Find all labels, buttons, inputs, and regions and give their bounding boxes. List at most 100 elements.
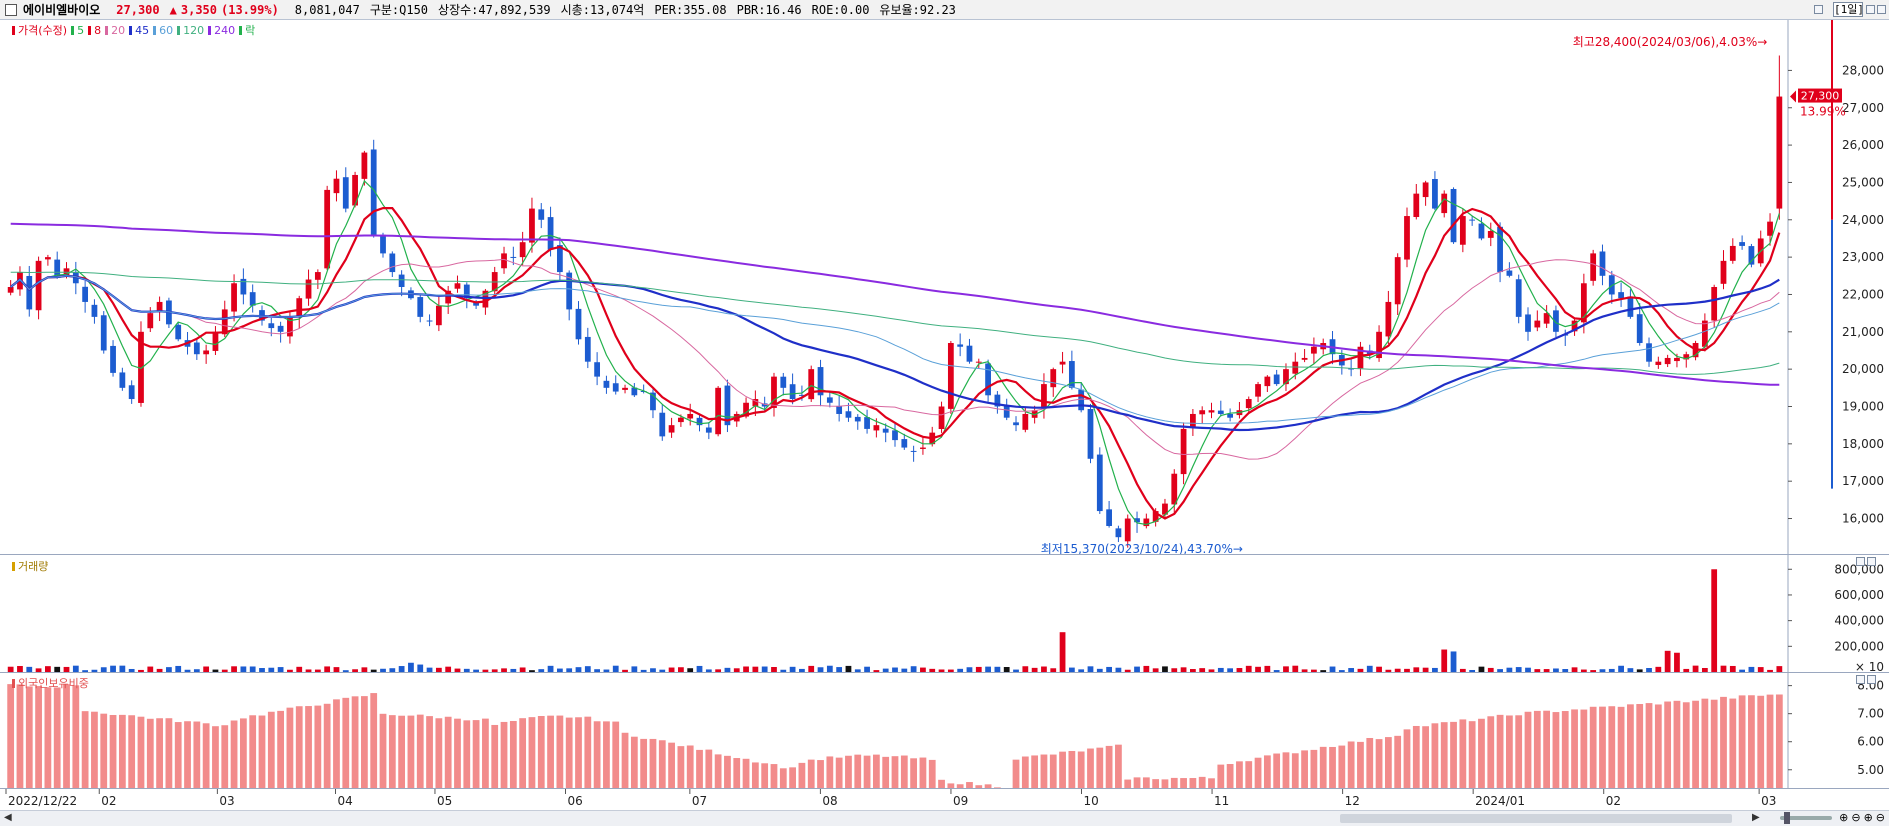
volume-bar (854, 669, 861, 672)
candle-body (1208, 410, 1215, 413)
volume-bar (826, 665, 833, 672)
candle-body (1497, 226, 1503, 273)
foreign-panel-min-icon[interactable] (1856, 675, 1865, 684)
candle-body (1646, 343, 1652, 362)
volume-bar (361, 667, 368, 672)
volume-bar (380, 668, 386, 672)
candle-body (370, 149, 377, 235)
volume-bar (26, 666, 33, 672)
foreign-bar (221, 725, 229, 788)
zoom-out-icon[interactable]: ⊖ (1851, 811, 1861, 824)
candle-body (1003, 404, 1010, 418)
volume-bar (724, 667, 731, 672)
zoom-reset-icon[interactable]: ⊕ (1863, 811, 1873, 824)
volume-bar (1729, 665, 1736, 672)
horizontal-scrollbar[interactable]: ◀ ▶ ⊕ ⊖ ⊕ ⊖ (0, 810, 1889, 826)
volume-bar (1106, 666, 1112, 672)
candle-body (547, 217, 554, 250)
panel-close-icon[interactable] (1877, 5, 1886, 14)
candle-body (417, 297, 424, 317)
volume-panel-close-icon[interactable] (1867, 557, 1876, 566)
x-tick-label: 2022/12/22 (8, 794, 77, 808)
foreign-bar (1710, 699, 1718, 788)
volume-bar (1152, 668, 1159, 672)
volume-bar (1134, 666, 1140, 672)
foreign-bar (25, 686, 33, 788)
volume-bar (166, 667, 172, 672)
period-button[interactable]: [1일] (1833, 2, 1864, 17)
panel-restore-icon[interactable] (1814, 5, 1823, 14)
candle-body (789, 384, 796, 400)
volume-bar (678, 667, 684, 672)
candle-body (1404, 216, 1410, 260)
legend-ma45: 45 (135, 23, 150, 37)
x-axis-labels: 2022/12/22 02 03 04 05 06 07 08 09 10 11 12 2024/01 0… (5, 789, 1776, 808)
foreign-bar (584, 716, 592, 788)
stock-name[interactable]: 에이비엘바이오 (23, 3, 101, 17)
volume-bar (705, 669, 712, 672)
foreign-bar (1654, 704, 1662, 788)
foreign-bar (1273, 753, 1281, 788)
chart-area[interactable]: 최고28,400(2024/03/06),4.03%→ 최저15,370(2023… (0, 0, 1889, 788)
candle-body (1199, 410, 1206, 415)
candle-body (1041, 384, 1047, 409)
candle-body (1664, 357, 1671, 365)
volume-bar (1441, 649, 1448, 672)
price-tick-label: 24,000 (1842, 213, 1884, 227)
foreign-bar (1412, 725, 1420, 788)
x-tick-label: 05 (437, 794, 452, 808)
volume-bar (175, 665, 182, 672)
ma8-line (10, 207, 1781, 520)
volume-bar (1580, 669, 1587, 672)
volume-bar (799, 668, 805, 672)
foreign-panel-close-icon[interactable] (1867, 675, 1876, 684)
candle-body (1394, 257, 1401, 305)
zoom-slider[interactable] (1780, 811, 1833, 824)
volume-bar (594, 669, 601, 672)
volume-bar (1348, 668, 1355, 672)
foreign-bar (1729, 698, 1737, 788)
volume-bar (1171, 668, 1178, 672)
candle-body (1087, 409, 1094, 459)
candle-body (1059, 361, 1066, 365)
volume-bar (296, 666, 303, 672)
foreign-bar (500, 721, 508, 788)
foreign-bar (81, 711, 89, 788)
candle-body (947, 343, 954, 409)
volume-bar (426, 667, 433, 672)
foreign-bar (258, 715, 266, 788)
candle-body (1143, 518, 1150, 527)
panel-min-icon[interactable] (1866, 5, 1875, 14)
foreign-bar (603, 721, 610, 788)
zoom-fit-icon[interactable]: ⊖ (1875, 811, 1885, 824)
candle-body (1162, 503, 1168, 515)
candle-body (566, 272, 573, 310)
volume-bar (1627, 668, 1634, 672)
candle-body (473, 302, 479, 306)
scroll-right-icon[interactable]: ▶ (1752, 812, 1760, 823)
x-tick-label: 06 (568, 794, 583, 808)
candle-body (724, 385, 731, 426)
candle-body (175, 324, 182, 340)
foreign-bar (528, 717, 536, 788)
candle-body (249, 292, 256, 306)
volume-panel-min-icon[interactable] (1856, 557, 1865, 566)
foreign-bar (1617, 706, 1625, 788)
candle-body (1264, 376, 1271, 387)
volume-bar (1124, 669, 1131, 672)
zoom-in-icon[interactable]: ⊕ (1839, 811, 1849, 824)
candle-body (1152, 511, 1159, 522)
candle-body (966, 345, 973, 362)
foreign-bar (230, 720, 238, 788)
scroll-thumb[interactable] (1340, 814, 1732, 823)
volume-bar (231, 666, 237, 672)
foreign-bar (1217, 764, 1225, 788)
candle-body (715, 387, 722, 435)
foreign-bar (1748, 695, 1755, 788)
select-checkbox[interactable] (5, 3, 17, 16)
candle-body (482, 290, 489, 308)
candle-body (1515, 279, 1522, 317)
foreign-bar (1543, 710, 1551, 788)
zoom-tools: ⊕ ⊖ ⊕ ⊖ (1780, 811, 1885, 824)
scroll-left-icon[interactable]: ◀ (4, 812, 12, 823)
